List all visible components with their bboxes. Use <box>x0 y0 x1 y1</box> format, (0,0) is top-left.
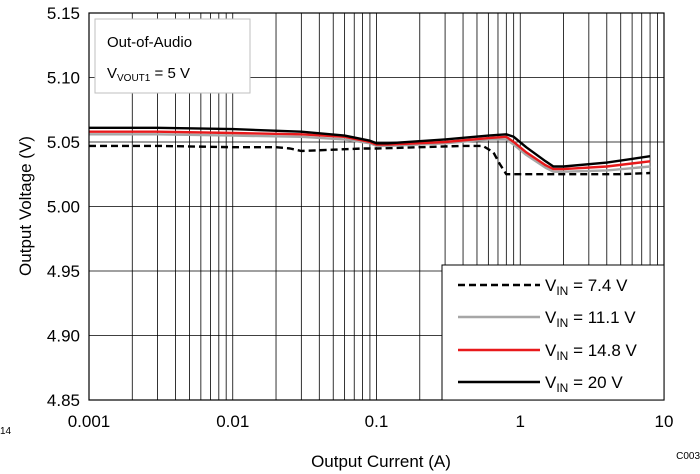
y-tick-label: 5.15 <box>47 4 80 23</box>
x-tick-label: 10 <box>655 412 674 431</box>
legend: VIN = 7.4 V VIN = 11.1 V VIN = 14.8 V VIN =… <box>441 264 665 401</box>
x-tick-label: 0.1 <box>365 412 389 431</box>
annotation-box: Out-of-Audio VVOUT1 = 5 V <box>94 18 251 94</box>
series-line-3 <box>89 130 651 171</box>
series-line-2 <box>89 133 651 173</box>
annotation-line-1: Out-of-Audio <box>107 34 192 51</box>
x-tick-label: 1 <box>516 412 525 431</box>
x-tick-label: 0.001 <box>68 412 111 431</box>
legend-label: VIN = 14.8 V <box>545 341 638 363</box>
y-axis-label: Output Voltage (V) <box>16 136 35 276</box>
plot-frame <box>88 12 665 401</box>
corner-label-right: C003 <box>676 451 700 462</box>
y-tick-label: 4.85 <box>47 391 80 410</box>
x-tick-label: 0.01 <box>216 412 249 431</box>
annotation-line-2: VVOUT1 = 5 V <box>107 65 190 84</box>
y-tick-label: 5.10 <box>47 69 80 88</box>
y-tick-label: 5.00 <box>47 198 80 217</box>
x-tick-labels: 0.001 0.01 0.1 1 10 <box>68 412 674 431</box>
y-tick-label: 5.05 <box>47 133 80 152</box>
y-tick-labels: 4.85 4.90 4.95 5.00 5.05 5.10 5.15 <box>47 4 80 410</box>
legend-label: VIN = 7.4 V <box>545 276 628 298</box>
y-tick-label: 4.90 <box>47 327 80 346</box>
series-lines <box>89 126 651 176</box>
y-tick-label: 4.95 <box>47 262 80 281</box>
x-axis-label: Output Current (A) <box>311 452 451 471</box>
series-line-4 <box>89 126 651 168</box>
legend-label: VIN = 11.1 V <box>545 308 636 330</box>
series-line-1 <box>89 144 651 176</box>
corner-label-left: 14 <box>0 426 12 437</box>
legend-label: VIN = 20 V <box>545 373 623 395</box>
